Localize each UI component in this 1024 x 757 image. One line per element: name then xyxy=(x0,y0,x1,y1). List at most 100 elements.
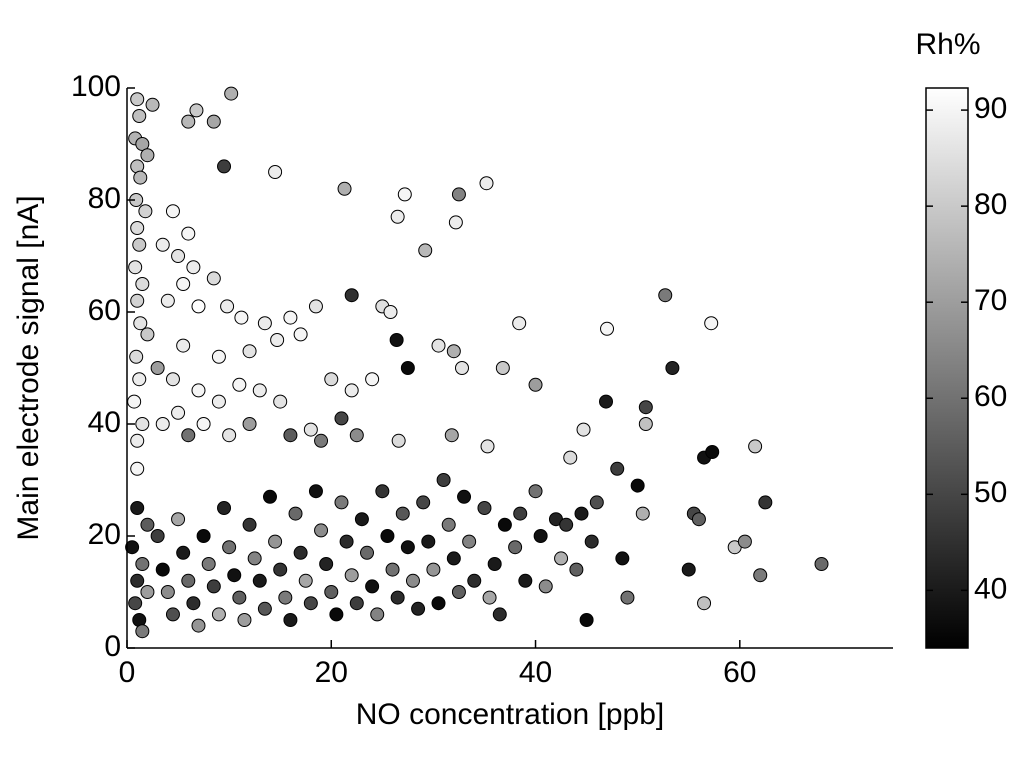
point xyxy=(324,372,339,387)
point xyxy=(451,585,466,599)
point xyxy=(753,568,768,583)
point xyxy=(247,551,262,566)
point xyxy=(748,439,763,454)
point xyxy=(620,590,635,605)
point xyxy=(411,601,426,616)
point xyxy=(599,394,614,409)
point xyxy=(370,607,385,622)
point xyxy=(262,489,277,504)
point xyxy=(171,249,186,263)
point xyxy=(349,428,364,443)
point xyxy=(431,596,446,611)
point xyxy=(334,411,349,426)
point xyxy=(319,557,334,571)
point xyxy=(339,534,354,549)
point xyxy=(389,333,404,347)
point xyxy=(303,596,318,611)
point xyxy=(242,517,257,532)
point xyxy=(135,624,150,639)
point xyxy=(397,187,412,202)
x-tick-label: 20 xyxy=(315,656,348,689)
point xyxy=(705,445,720,459)
point xyxy=(334,495,349,510)
point xyxy=(495,361,510,375)
colorbar-tick-label: 70 xyxy=(974,284,1007,317)
point xyxy=(441,517,456,532)
point xyxy=(584,534,599,549)
point xyxy=(513,506,528,521)
point xyxy=(421,534,436,549)
colorbar xyxy=(925,87,969,649)
point xyxy=(171,512,186,527)
point xyxy=(610,461,625,476)
point xyxy=(242,417,257,431)
point xyxy=(252,383,267,398)
point xyxy=(150,529,165,543)
point xyxy=(191,618,206,633)
point xyxy=(375,484,390,499)
point xyxy=(206,114,221,129)
point xyxy=(814,557,829,571)
point xyxy=(497,517,512,532)
point xyxy=(288,506,303,521)
point xyxy=(697,596,712,611)
point xyxy=(554,551,569,566)
point xyxy=(349,596,364,611)
point xyxy=(138,204,153,219)
point xyxy=(155,562,170,577)
point xyxy=(232,590,247,605)
point xyxy=(257,601,272,616)
point xyxy=(165,204,180,219)
point xyxy=(454,361,469,375)
point xyxy=(211,394,226,409)
point xyxy=(130,461,145,476)
point xyxy=(480,439,495,454)
y-tick-label: 20 xyxy=(88,518,121,551)
point xyxy=(132,109,147,123)
point xyxy=(451,187,466,202)
point xyxy=(391,433,406,448)
y-tick-label: 0 xyxy=(104,630,121,663)
point xyxy=(400,361,415,375)
point xyxy=(132,372,147,387)
points xyxy=(125,86,829,639)
point xyxy=(400,540,415,555)
point xyxy=(390,590,405,605)
point xyxy=(273,562,288,577)
point xyxy=(563,450,578,465)
point xyxy=(222,540,237,555)
point xyxy=(518,573,533,588)
point xyxy=(160,293,175,308)
point xyxy=(128,260,143,275)
point xyxy=(665,361,680,375)
point xyxy=(220,299,235,314)
point xyxy=(130,433,145,448)
point xyxy=(257,316,272,331)
y-tick-label: 80 xyxy=(88,182,121,215)
point xyxy=(344,568,359,583)
point xyxy=(303,422,318,437)
point xyxy=(186,596,201,611)
point xyxy=(467,573,482,588)
point xyxy=(293,327,308,342)
point xyxy=(538,579,553,594)
point xyxy=(186,260,201,275)
point xyxy=(308,299,323,314)
point xyxy=(283,310,298,325)
point xyxy=(512,316,527,331)
point xyxy=(135,417,150,431)
point xyxy=(268,165,283,179)
point xyxy=(181,226,196,241)
point xyxy=(737,534,752,549)
point xyxy=(344,288,359,303)
point xyxy=(615,551,630,566)
point xyxy=(224,86,239,101)
point xyxy=(217,501,232,515)
point xyxy=(380,529,395,543)
x-tick-label: 40 xyxy=(519,656,552,689)
point xyxy=(181,573,196,588)
point xyxy=(222,428,237,443)
point xyxy=(125,540,140,555)
point xyxy=(457,489,472,504)
point xyxy=(211,349,226,364)
